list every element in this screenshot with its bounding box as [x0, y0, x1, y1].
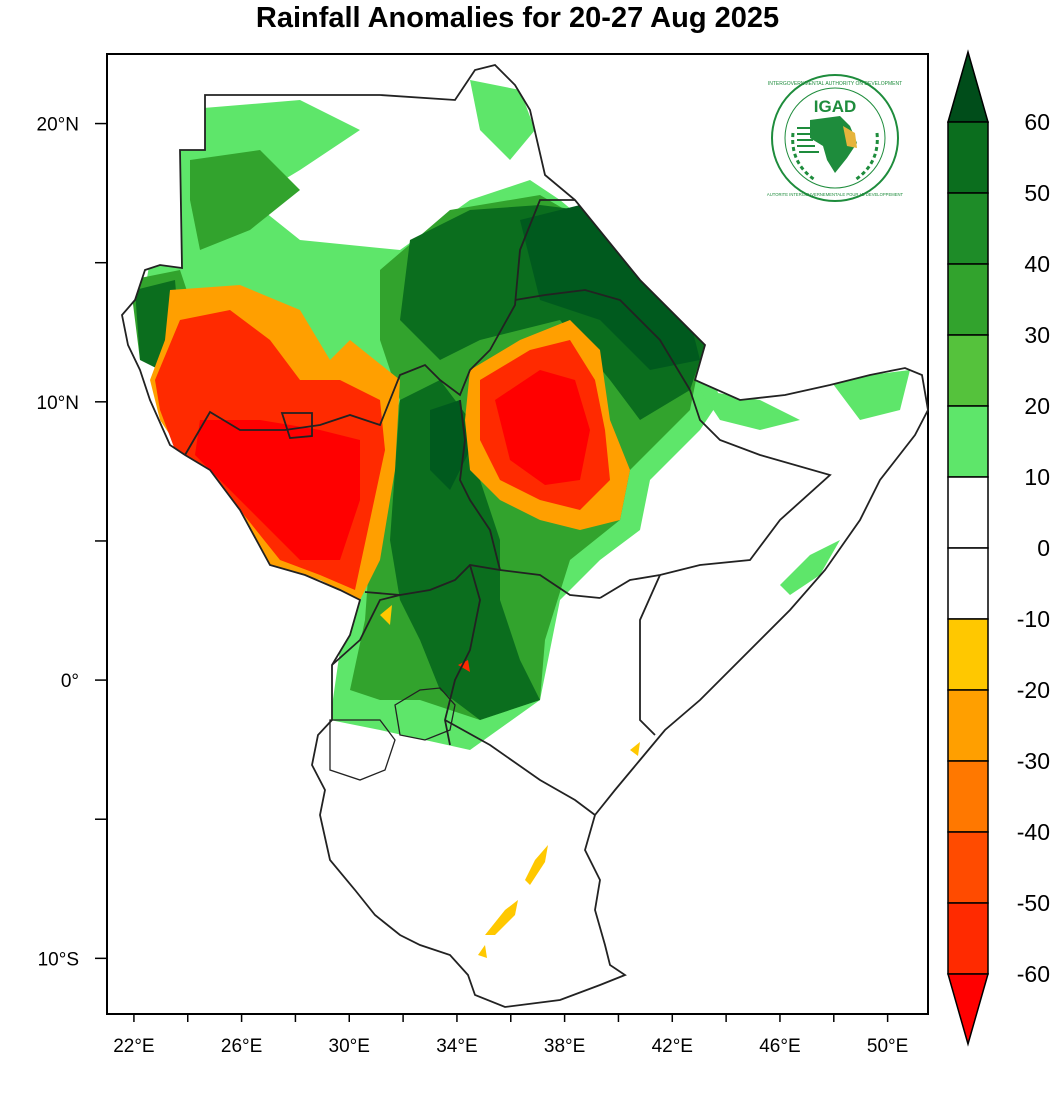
lat-tick-label: 10°N [37, 393, 79, 414]
lon-tick-label: 34°E [436, 1036, 477, 1057]
colorbar-label: 10 [1024, 464, 1050, 490]
colorbar-segment [947, 902, 989, 975]
colorbar-segment [947, 547, 989, 620]
colorbar-label: 40 [1024, 251, 1050, 277]
anomaly-zone-20-40 [190, 150, 300, 250]
colorbar-segment [947, 334, 989, 407]
colorbar-bottom-arrow [947, 973, 989, 1047]
anomaly-zone-40-60 [400, 205, 705, 420]
colorbar-label: 60 [1024, 109, 1050, 135]
map-title: Rainfall Anomalies for 20-27 Aug 2025 [255, 2, 780, 34]
colorbar-label: -40 [1017, 819, 1050, 845]
lon-tick-label: 46°E [759, 1036, 800, 1057]
latitude-ticks: 20°N 10°N 0° 10°S [37, 115, 107, 970]
colorbar-label: -10 [1017, 606, 1050, 632]
colorbar-segment [947, 689, 989, 762]
logo-ring-text-bottom: AUTORITE INTERGOUVERNEMENTALE POUR LE DE… [767, 192, 904, 197]
colorbar-label: -60 [1017, 961, 1050, 987]
colorbar-label: -30 [1017, 748, 1050, 774]
lat-tick-label: 20°N [37, 115, 79, 136]
lon-tick-label: 38°E [544, 1036, 585, 1057]
lon-tick-label: 50°E [867, 1036, 908, 1057]
lon-tick-label: 22°E [113, 1036, 154, 1057]
lon-tick-label: 42°E [652, 1036, 693, 1057]
colorbar-segment [947, 476, 989, 549]
igad-logo: IGAD INTERGOVERNMENTAL AUTHORITY ON DEVE… [767, 74, 904, 202]
lon-tick-label: 30°E [329, 1036, 370, 1057]
colorbar-segment [947, 405, 989, 478]
lat-tick-label: 10°S [38, 949, 79, 970]
lat-tick-label: 0° [61, 671, 79, 692]
colorbar-label: 30 [1024, 322, 1050, 348]
colorbar-label: 0 [1037, 535, 1050, 561]
lon-tick-label: 26°E [221, 1036, 262, 1057]
colorbar: 60 50 40 30 20 10 0 -10 -20 -30 -40 -50 -60 [947, 49, 1050, 1047]
colorbar-label: 20 [1024, 393, 1050, 419]
colorbar-segment [947, 618, 989, 691]
colorbar-segment [947, 760, 989, 833]
colorbar-label: -50 [1017, 890, 1050, 916]
colorbar-segment [947, 121, 989, 194]
colorbar-label: 50 [1024, 180, 1050, 206]
country-boundaries [121, 64, 929, 1008]
colorbar-label: -20 [1017, 677, 1050, 703]
colorbar-segment [947, 263, 989, 336]
colorbar-top-arrow [947, 49, 989, 123]
colorbar-segment [947, 831, 989, 904]
colorbar-segment [947, 192, 989, 265]
longitude-ticks: 22°E 26°E 30°E 34°E 38°E 42°E 46°E 50°E [113, 1014, 908, 1057]
logo-text: IGAD [814, 97, 857, 116]
logo-ring-text-top: INTERGOVERNMENTAL AUTHORITY ON DEVELOPME… [768, 81, 902, 87]
